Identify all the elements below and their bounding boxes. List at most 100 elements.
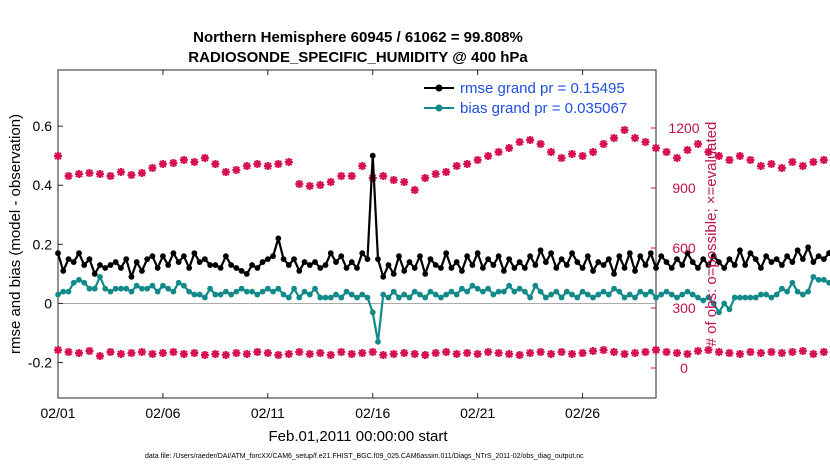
bias-point <box>826 279 830 286</box>
obs-evaluated-point <box>242 162 251 170</box>
obs-marker-stroke <box>232 349 241 357</box>
rmse-point <box>453 259 460 265</box>
obs-marker-stroke <box>222 351 230 359</box>
rmse-point <box>70 259 77 265</box>
bias-point <box>170 288 177 295</box>
rmse-point <box>55 250 61 257</box>
bias-point <box>217 291 224 298</box>
obs-marker-stroke <box>295 180 304 188</box>
rmse-point <box>364 256 371 263</box>
obs-marker-stroke <box>127 171 136 179</box>
obs-marker-stroke <box>568 150 576 158</box>
rmse-point <box>574 259 581 265</box>
rmse-point <box>679 262 686 268</box>
obs-possible-point <box>714 348 723 356</box>
obs-marker-stroke <box>631 349 639 357</box>
bias-point <box>338 294 345 301</box>
rmse-point <box>175 259 182 265</box>
bias-point <box>417 291 423 298</box>
bias-point <box>658 291 665 298</box>
obs-marker-stroke <box>390 350 398 358</box>
rmse-point <box>469 262 476 268</box>
obs-evaluated-point <box>54 152 62 160</box>
obs-possible-point <box>400 349 409 357</box>
obs-evaluated-point <box>662 148 671 156</box>
obs-marker-stroke <box>316 349 324 357</box>
rmse-point <box>191 250 198 257</box>
obs-possible-point <box>505 350 514 358</box>
obs-marker-stroke <box>421 174 429 182</box>
obs-marker-stroke <box>201 154 209 162</box>
obs-evaluated-point <box>442 168 451 176</box>
rmse-point <box>521 265 528 271</box>
rmse-point <box>291 256 297 263</box>
bias-point <box>674 294 680 301</box>
rmse-point <box>312 259 318 265</box>
obs-marker-stroke <box>159 349 167 357</box>
obs-count-layer <box>54 126 828 360</box>
obs-possible-point <box>599 346 608 354</box>
bias-point <box>459 285 465 292</box>
bias-point <box>516 285 523 292</box>
obs-marker-stroke <box>494 349 503 357</box>
rmse-point <box>752 256 759 263</box>
rmse-point <box>784 253 791 260</box>
bias-point <box>275 285 282 292</box>
rmse-point <box>348 259 355 265</box>
obs-marker-stroke <box>809 158 818 166</box>
rmse-point <box>605 256 612 263</box>
obs-marker-stroke <box>264 349 272 357</box>
rmse-point <box>186 265 193 271</box>
obs-evaluated-point <box>693 140 702 148</box>
obs-marker-stroke <box>148 164 157 172</box>
obs-evaluated-point <box>284 158 293 166</box>
obs-marker-stroke <box>788 158 797 166</box>
bias-point <box>327 294 334 301</box>
obs-evaluated-point <box>788 158 797 166</box>
bias-point <box>401 291 408 298</box>
obs-evaluated-point <box>221 168 230 176</box>
obs-evaluated-point <box>547 148 556 156</box>
obs-possible-point <box>641 348 650 356</box>
bias-point <box>70 279 77 286</box>
obs-marker-stroke <box>117 168 125 176</box>
bias-point <box>291 285 297 292</box>
rmse-point <box>81 262 88 268</box>
obs-marker-stroke <box>757 349 765 357</box>
obs-possible-point <box>484 348 493 356</box>
obs-evaluated-point <box>798 162 807 170</box>
obs-marker-stroke <box>715 348 723 356</box>
obs-possible-point <box>158 349 167 357</box>
obs-marker-stroke <box>767 348 776 356</box>
x-tick-label: 02/21 <box>460 405 495 421</box>
rmse-point <box>118 265 124 271</box>
obs-marker-stroke <box>306 350 314 358</box>
bias-point <box>118 285 124 292</box>
obs-possible-point <box>777 349 786 357</box>
obs-marker-stroke <box>757 162 765 170</box>
rmse-point <box>768 259 775 265</box>
bias-point <box>579 288 586 295</box>
obs-marker-stroke <box>442 168 450 176</box>
bias-point <box>285 294 292 301</box>
rmse-point <box>333 259 339 265</box>
obs-marker-stroke <box>85 169 94 177</box>
rmse-point <box>595 259 602 265</box>
bias-point <box>81 279 88 286</box>
x-tick-label: 02/26 <box>565 405 600 421</box>
bias-point <box>495 288 502 295</box>
rmse-point <box>726 256 733 263</box>
bias-point <box>653 294 659 301</box>
bias-point <box>799 291 806 298</box>
rmse-point <box>537 247 544 254</box>
obs-marker-stroke <box>180 350 188 358</box>
obs-marker-stroke <box>736 350 744 358</box>
bias-point <box>637 288 644 295</box>
obs-evaluated-point <box>494 148 503 156</box>
obs-possible-point <box>610 348 619 356</box>
bias-point <box>411 288 418 295</box>
obs-marker-stroke <box>431 170 440 178</box>
obs-marker-stroke <box>400 349 408 357</box>
y2-tick-label: 300 <box>672 300 696 316</box>
bias-point <box>233 288 240 295</box>
